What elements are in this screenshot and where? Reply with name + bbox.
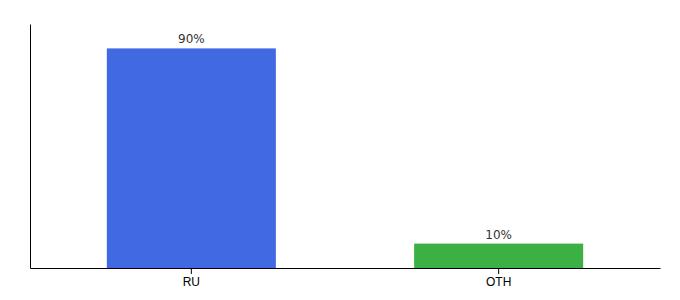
x-tick: RU (183, 268, 200, 289)
data-labels: 90% 10% (178, 32, 512, 241)
bar (414, 244, 583, 268)
x-tick-mark (498, 268, 499, 274)
x-tick-mark (191, 268, 192, 274)
y-axis (30, 25, 31, 269)
x-tick: OTH (486, 268, 511, 289)
y-axis-line (30, 25, 31, 269)
data-label: 90% (178, 32, 205, 46)
data-label: 10% (485, 228, 512, 242)
chart: RU OTH 90% 10% (0, 0, 680, 300)
bar (107, 48, 276, 268)
x-axis: RU OTH (31, 268, 661, 289)
bars (107, 48, 583, 268)
x-tick-label: RU (183, 275, 200, 289)
x-tick-label: OTH (486, 275, 511, 289)
x-axis-line (31, 268, 661, 269)
plot: RU OTH 90% 10% (31, 25, 661, 289)
